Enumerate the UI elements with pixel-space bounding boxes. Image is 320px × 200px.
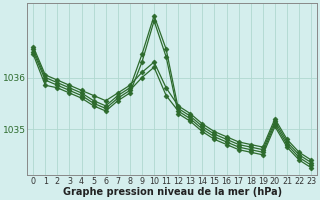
X-axis label: Graphe pression niveau de la mer (hPa): Graphe pression niveau de la mer (hPa) (63, 187, 282, 197)
